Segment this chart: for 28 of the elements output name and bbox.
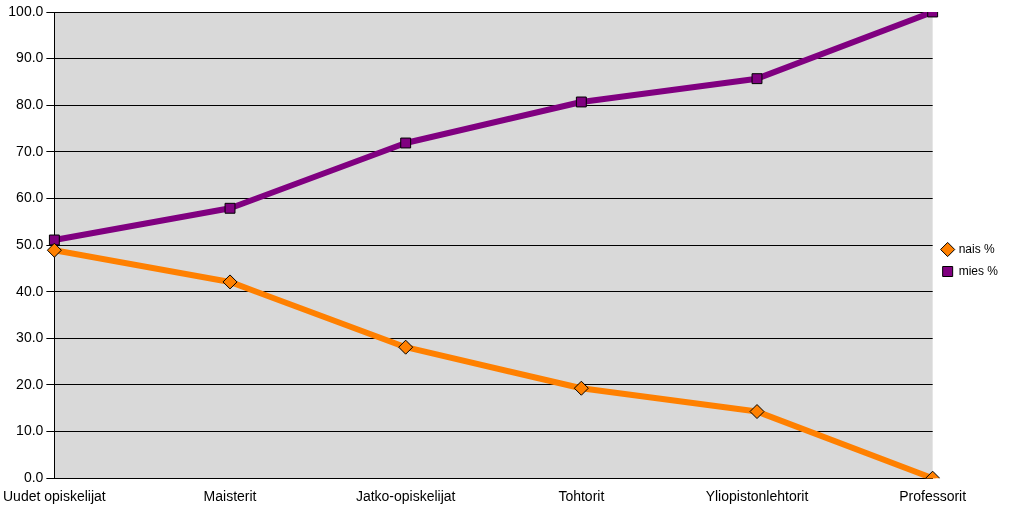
x-tick-label: Professorit [899,488,967,505]
point [398,339,414,355]
y-tick-label: 100.0 [8,2,44,19]
y-tick-label: 90.0 [16,49,44,66]
y-tick-label: 70.0 [16,142,44,159]
point [400,137,412,149]
x-tick-label: Maisterit [203,488,257,505]
legend-label: mies % [958,263,999,278]
y-tick-label: 0.0 [23,469,44,486]
y-tick-label: 20.0 [16,375,44,392]
x-tick-label: Yliopistonlehtorit [705,488,809,505]
y-tick-label: 50.0 [16,235,44,252]
y-tick-label: 30.0 [16,329,44,346]
y-tick-label: 10.0 [16,422,44,439]
point [575,96,587,108]
point [222,274,238,290]
y-tick-label: 80.0 [16,96,44,113]
x-tick-label: Tohtorit [558,488,605,505]
y-tick-label: 40.0 [16,282,44,299]
x-tick-label: Jatko-opiskelijat [355,488,456,505]
point [224,202,236,214]
point [46,242,62,258]
x-tick-label: Uudet opiskelijat [2,488,106,505]
point [751,73,763,85]
point [749,404,765,420]
legend-label: nais % [958,241,996,256]
point [573,380,589,396]
y-tick-label: 60.0 [16,189,44,206]
